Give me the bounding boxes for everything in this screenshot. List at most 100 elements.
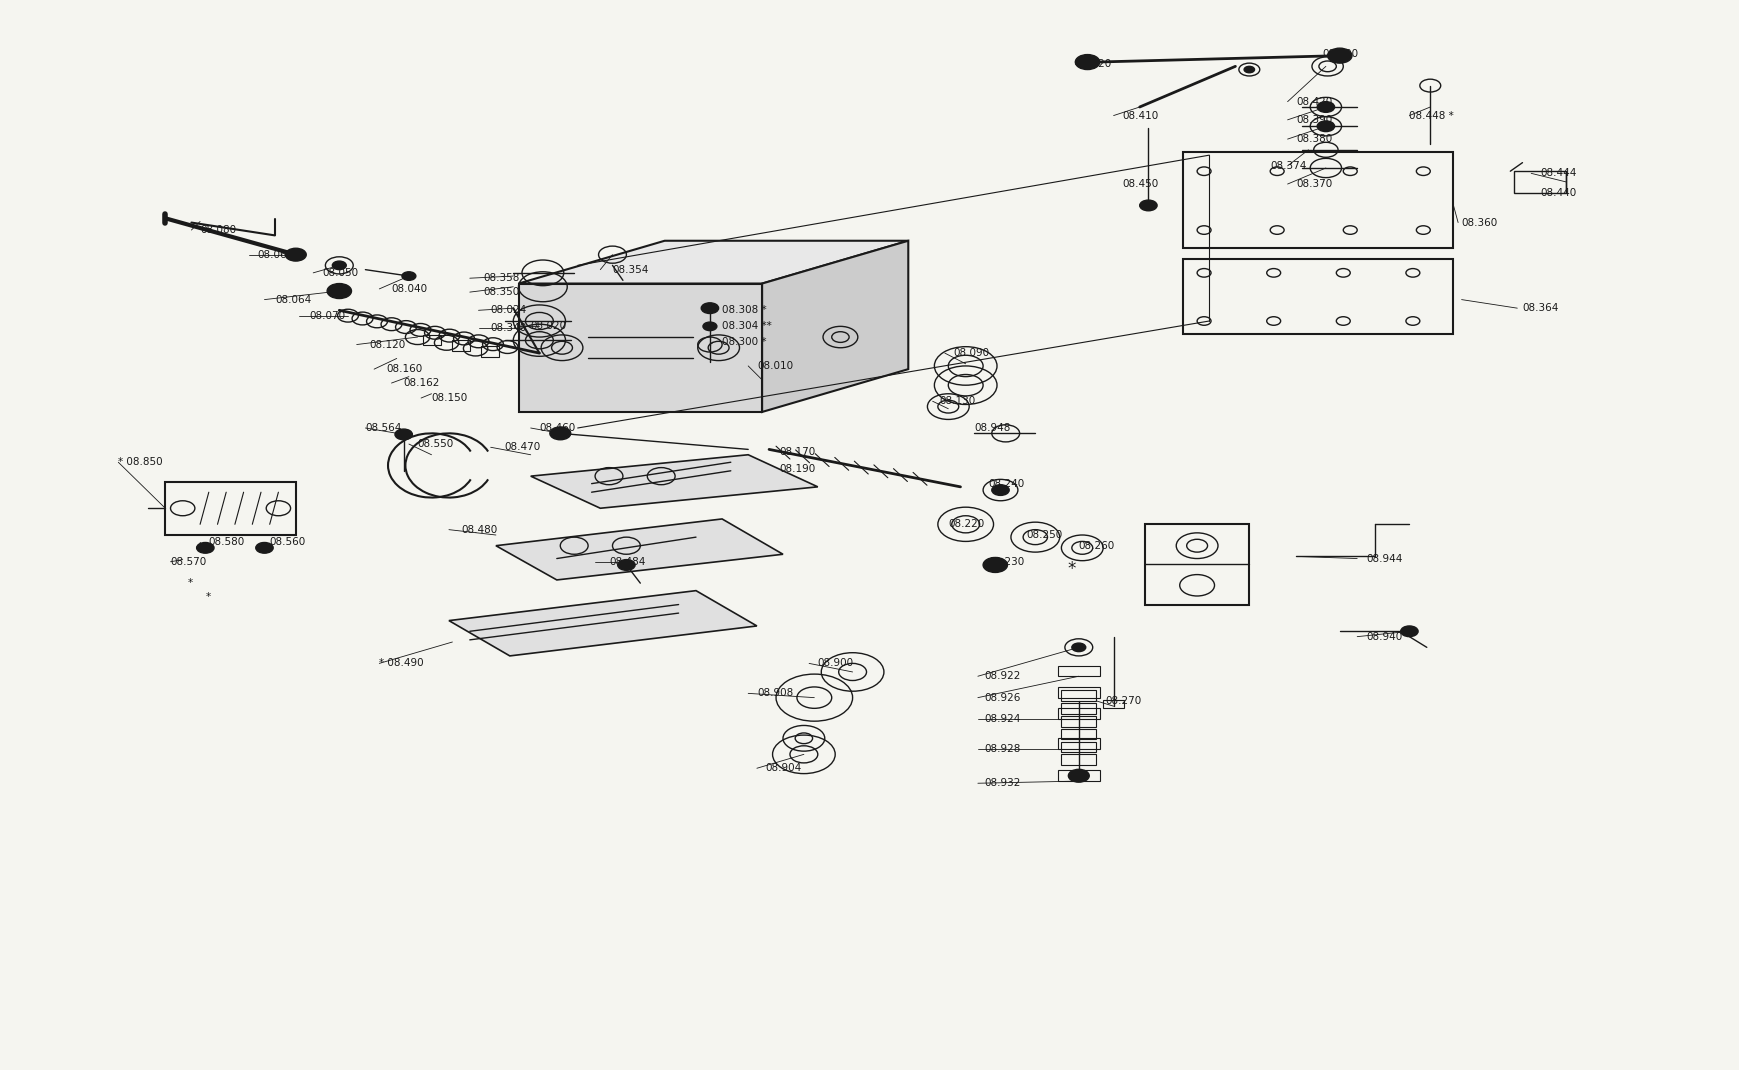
Text: 08.400: 08.400 (1322, 48, 1358, 59)
Bar (1061, 690, 1096, 701)
Bar (1057, 770, 1099, 781)
Bar (1057, 687, 1099, 698)
Text: 08.064: 08.064 (275, 294, 311, 305)
Text: *: * (188, 578, 193, 589)
Polygon shape (518, 284, 762, 412)
Bar (1144, 524, 1249, 605)
Bar (1057, 708, 1099, 719)
Text: 08.922: 08.922 (984, 671, 1021, 682)
Text: 08.020: 08.020 (530, 321, 567, 332)
Polygon shape (518, 241, 908, 284)
Text: 08.570: 08.570 (170, 556, 207, 567)
Text: 08.928: 08.928 (984, 744, 1021, 754)
Text: 08.250: 08.250 (1026, 530, 1063, 540)
Circle shape (1316, 121, 1334, 132)
Text: 08.924: 08.924 (984, 714, 1021, 724)
Circle shape (256, 542, 273, 553)
Circle shape (991, 485, 1009, 495)
Text: 08.190: 08.190 (779, 463, 816, 474)
Text: 08.460: 08.460 (539, 423, 576, 433)
Text: 08.944: 08.944 (1365, 553, 1402, 564)
Bar (1061, 754, 1096, 765)
Text: 08.070: 08.070 (310, 310, 346, 321)
Bar (482, 346, 499, 356)
Bar (452, 340, 470, 351)
Text: 08.360: 08.360 (1461, 217, 1497, 228)
Bar (1061, 716, 1096, 727)
Text: 08.090: 08.090 (953, 348, 989, 358)
Text: 08.380: 08.380 (1296, 134, 1332, 144)
Bar (1061, 742, 1096, 752)
Circle shape (1243, 66, 1254, 73)
Text: 08.080: 08.080 (200, 225, 237, 235)
Circle shape (701, 303, 718, 314)
Text: 08.260: 08.260 (1078, 540, 1115, 551)
Text: 08.220: 08.220 (948, 519, 984, 530)
Circle shape (550, 427, 570, 440)
Circle shape (402, 272, 416, 280)
Circle shape (1400, 626, 1417, 637)
Text: 08.162: 08.162 (403, 378, 440, 388)
Text: 08.420: 08.420 (1296, 96, 1332, 107)
Circle shape (1075, 55, 1099, 70)
Bar (165, 482, 296, 535)
Text: 08.040: 08.040 (391, 284, 428, 294)
Bar (1103, 700, 1123, 708)
Text: 08.370: 08.370 (1296, 179, 1332, 189)
Text: 08.060: 08.060 (257, 249, 294, 260)
Text: 08.904: 08.904 (765, 763, 802, 774)
Circle shape (703, 322, 716, 331)
Text: 08.908: 08.908 (756, 688, 793, 699)
Text: 08.354: 08.354 (612, 264, 649, 275)
Circle shape (327, 284, 351, 299)
Text: 08.580: 08.580 (209, 537, 245, 548)
Bar (1061, 703, 1096, 714)
Text: 08.420: 08.420 (1075, 59, 1111, 70)
Circle shape (617, 560, 635, 570)
Bar (1057, 666, 1099, 676)
Text: 08.024: 08.024 (490, 305, 527, 316)
Text: 08.448 *: 08.448 * (1409, 110, 1454, 121)
Polygon shape (449, 591, 756, 656)
Bar (1183, 152, 1452, 248)
Text: 08.304 **: 08.304 ** (722, 321, 772, 332)
Text: 08.170: 08.170 (779, 446, 816, 457)
Text: 08.160: 08.160 (386, 364, 423, 374)
Circle shape (1068, 769, 1089, 782)
Text: 08.120: 08.120 (369, 339, 405, 350)
Text: 08.948: 08.948 (974, 423, 1010, 433)
Text: 08.050: 08.050 (322, 268, 358, 278)
Text: 08.440: 08.440 (1539, 187, 1576, 198)
Text: *: * (1068, 561, 1075, 578)
Text: 08.444: 08.444 (1539, 168, 1576, 179)
Text: 08.340: 08.340 (490, 323, 527, 334)
Text: 08.300 *: 08.300 * (722, 337, 767, 348)
Text: * 08.490: * 08.490 (379, 658, 424, 669)
Bar (1061, 729, 1096, 739)
Bar (1183, 259, 1452, 334)
Text: 08.564: 08.564 (365, 423, 402, 433)
Text: 08.010: 08.010 (756, 361, 793, 371)
Text: 08.926: 08.926 (984, 692, 1021, 703)
Circle shape (1316, 102, 1334, 112)
Circle shape (1071, 643, 1085, 652)
Text: 08.390: 08.390 (1296, 114, 1332, 125)
Bar (1057, 738, 1099, 749)
Text: 08.350: 08.350 (483, 287, 520, 297)
Circle shape (1327, 48, 1351, 63)
Polygon shape (530, 455, 817, 508)
Circle shape (332, 261, 346, 270)
Circle shape (395, 429, 412, 440)
Text: 08.240: 08.240 (988, 478, 1024, 489)
Text: 08.130: 08.130 (939, 396, 976, 407)
Polygon shape (762, 241, 908, 412)
Text: 08.450: 08.450 (1122, 179, 1158, 189)
Text: 08.150: 08.150 (431, 393, 468, 403)
Text: 08.358: 08.358 (483, 273, 520, 284)
Text: 08.410: 08.410 (1122, 110, 1158, 121)
Text: 08.484: 08.484 (609, 556, 645, 567)
Text: 08.270: 08.270 (1104, 696, 1141, 706)
Text: 08.230: 08.230 (988, 556, 1024, 567)
Bar (1513, 171, 1565, 193)
Polygon shape (496, 519, 783, 580)
